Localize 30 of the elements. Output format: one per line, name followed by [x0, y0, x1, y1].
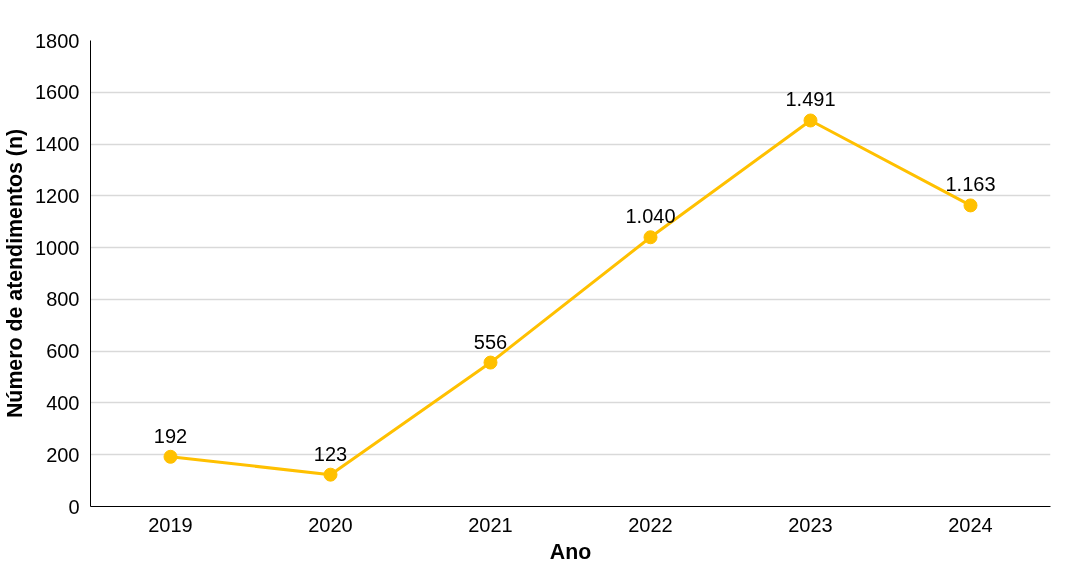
point [483, 355, 498, 370]
y-axis-title: Número de atendimentos (n) [3, 128, 28, 419]
x-tick-label: 2024 [948, 513, 993, 536]
y-tick-label: 1600 [35, 81, 80, 104]
y-tick-label: 1000 [35, 236, 80, 259]
y-tick-label: 200 [46, 443, 80, 466]
point [163, 449, 178, 464]
point [963, 198, 978, 213]
x-axis-title: Ano [549, 539, 592, 564]
x-tick-label: 2019 [148, 513, 193, 536]
x-tick-label: 2022 [628, 513, 673, 536]
point [323, 467, 338, 482]
data-label: 192 [153, 424, 188, 447]
x-tick-label: 2020 [308, 513, 353, 536]
point [643, 230, 658, 245]
y-tick-label: 1400 [35, 133, 80, 156]
x-tick-label: 2023 [788, 513, 833, 536]
x-tick-label: 2021 [468, 513, 513, 536]
y-tick-label: 800 [46, 288, 80, 311]
data-label: 556 [473, 330, 508, 353]
y-tick-label: 1800 [35, 29, 80, 52]
y-tick-label: 0 [68, 495, 80, 518]
point [803, 113, 818, 128]
y-tick-label: 1200 [35, 184, 80, 207]
y-tick-label: 400 [46, 391, 80, 414]
data-label: 1.491 [785, 88, 836, 111]
data-label: 1.163 [945, 173, 996, 196]
y-tick-label: 600 [46, 340, 80, 363]
data-label: 1.040 [625, 205, 676, 228]
data-label: 123 [313, 442, 348, 465]
